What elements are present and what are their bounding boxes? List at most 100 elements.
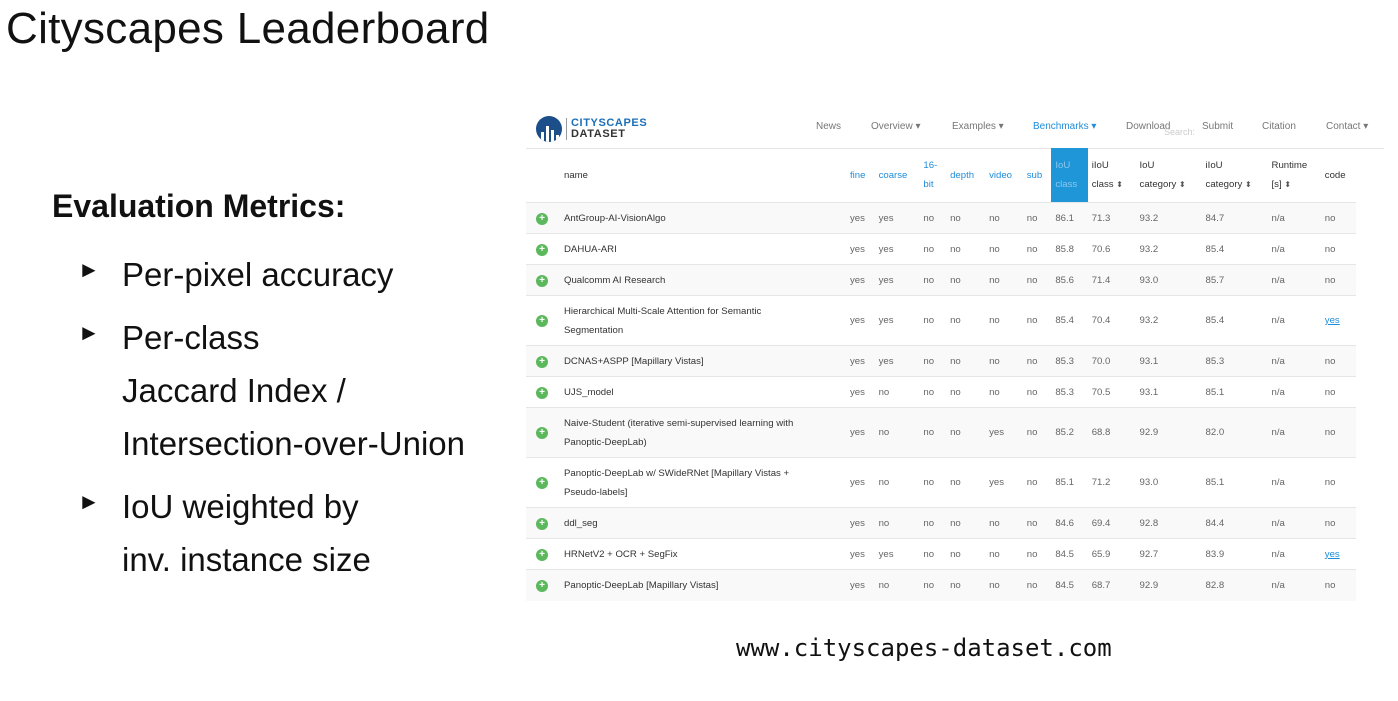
cell-bit: no xyxy=(919,507,947,539)
cell-runtime: n/a xyxy=(1267,202,1321,234)
cell-depth: no xyxy=(946,376,986,408)
search-input[interactable]: Search: xyxy=(1164,127,1196,137)
cell-coarse: yes xyxy=(874,538,920,570)
expand-plus-icon[interactable]: + xyxy=(536,386,548,399)
cell-iiou-class: 70.6 xyxy=(1087,233,1136,265)
cell-iou-class: 85.2 xyxy=(1051,407,1088,458)
nav-item-news[interactable]: News xyxy=(816,121,842,132)
cell-video: yes xyxy=(985,407,1023,458)
cell-iiou-cat: 85.1 xyxy=(1201,376,1268,408)
cell-iiou-cat: 84.4 xyxy=(1201,507,1268,539)
col-iou-class[interactable]: IoU class xyxy=(1051,148,1088,203)
method-name-cell: AntGroup-AI-VisionAlgo xyxy=(560,202,846,234)
cell-iou-cat: 92.7 xyxy=(1135,538,1202,570)
col-coarse[interactable]: coarse xyxy=(878,169,908,181)
cell-video: no xyxy=(985,202,1023,234)
expand-plus-icon[interactable]: + xyxy=(536,355,548,368)
cell-iiou-cat: 82.8 xyxy=(1201,569,1268,601)
logo-line-1: CITYSCAPES xyxy=(571,117,648,129)
cell-video: no xyxy=(985,233,1023,265)
expand-plus-icon[interactable]: + xyxy=(536,517,548,530)
table-row[interactable]: + Hierarchical Multi-Scale Attention for … xyxy=(526,295,1356,346)
cell-iiou-cat: 83.9 xyxy=(1201,538,1268,570)
col-fine[interactable]: fine xyxy=(850,169,866,181)
cell-sub: no xyxy=(1022,264,1052,296)
expand-plus-icon[interactable]: + xyxy=(536,243,548,256)
cell-runtime: n/a xyxy=(1267,507,1321,539)
expand-plus-icon[interactable]: + xyxy=(536,427,548,439)
expand-plus-icon[interactable]: + xyxy=(536,315,548,327)
cell-bit: no xyxy=(919,295,947,346)
method-name-cell: HRNetV2 + OCR + SegFix xyxy=(560,538,846,570)
col-code[interactable]: code xyxy=(1324,169,1346,181)
method-name-cell: Panoptic-DeepLab [Mapillary Vistas] xyxy=(560,569,846,601)
table-row[interactable]: + UJS_model yes no no no no no 85.3 70.5 93.1 85.1 n… xyxy=(526,376,1356,408)
col-16-bit[interactable]: 16- bit xyxy=(923,160,938,190)
col-name[interactable]: name xyxy=(564,169,588,181)
bullet-arrow-icon: ► xyxy=(78,489,100,514)
expand-plus-icon[interactable]: + xyxy=(536,579,548,592)
cell-iou-class: 86.1 xyxy=(1051,202,1088,234)
table-row[interactable]: + HRNetV2 + OCR + SegFix yes yes no no no no 84.… xyxy=(526,538,1356,570)
cell-fine: yes xyxy=(846,569,875,601)
nav-item-overview[interactable]: Overview ▾ xyxy=(871,121,921,132)
cell-video: no xyxy=(985,538,1023,570)
nav-item-examples[interactable]: Examples ▾ xyxy=(952,121,1004,132)
cell-iou-cat: 93.1 xyxy=(1135,345,1202,377)
col-sub[interactable]: sub xyxy=(1026,169,1043,181)
cell-coarse: yes xyxy=(874,264,920,296)
cell-runtime: n/a xyxy=(1267,295,1321,346)
col-iiou-class[interactable]: iIoU class ⬍ xyxy=(1091,160,1123,190)
col-depth[interactable]: depth xyxy=(950,169,975,181)
cell-iou-cat: 93.0 xyxy=(1135,264,1202,296)
table-row[interactable]: + DAHUA-ARI yes yes no no no no 85.8 70.6 93.2 85.4… xyxy=(526,233,1356,265)
table-row[interactable]: + DCNAS+ASPP [Mapillary Vistas] yes yes no no… xyxy=(526,345,1356,377)
code-link[interactable]: yes xyxy=(1324,548,1340,560)
cell-code: no xyxy=(1320,202,1356,234)
cell-video: no xyxy=(985,569,1023,601)
cell-code: no xyxy=(1320,376,1356,408)
cityscapes-logo[interactable]: CITYSCAPES DATASET xyxy=(536,116,647,142)
cell-iiou-class: 70.4 xyxy=(1087,295,1136,346)
cell-fine: yes xyxy=(846,538,875,570)
cell-iiou-class: 68.8 xyxy=(1087,407,1136,458)
col-runtime[interactable]: Runtime [s] ⬍ xyxy=(1271,160,1308,190)
method-name-cell: UJS_model xyxy=(560,376,846,408)
sort-icon: ⬍ xyxy=(1244,180,1252,189)
method-name-cell: Naive-Student (iterative semi-supervised… xyxy=(560,407,846,458)
cell-iiou-class: 70.0 xyxy=(1087,345,1136,377)
cell-iou-class: 85.8 xyxy=(1051,233,1088,265)
cell-depth: no xyxy=(946,538,986,570)
table-row[interactable]: + Panoptic-DeepLab w/ SWideRNet [Mapillar… xyxy=(526,457,1356,508)
table-row[interactable]: + ddl_seg yes no no no no no 84.6 69.4 92.8 84.4 n/a… xyxy=(526,507,1356,539)
table-row[interactable]: + Naive-Student (iterative semi-supervise… xyxy=(526,407,1356,458)
col-iiou-category[interactable]: iIoU category ⬍ xyxy=(1205,160,1252,190)
cell-depth: no xyxy=(946,407,986,458)
nav-item-contact[interactable]: Contact ▾ xyxy=(1326,121,1369,132)
table-row[interactable]: + AntGroup-AI-VisionAlgo yes yes no no no no 86.… xyxy=(526,202,1356,234)
expand-plus-icon[interactable]: + xyxy=(536,548,548,561)
table-row[interactable]: + Panoptic-DeepLab [Mapillary Vistas] yes n… xyxy=(526,569,1356,601)
cell-code: no xyxy=(1320,457,1356,508)
bullet-text: IoU weighted by xyxy=(122,488,359,525)
nav-item-download[interactable]: Download xyxy=(1126,121,1171,132)
nav-item-benchmarks[interactable]: Benchmarks ▾ xyxy=(1033,121,1097,132)
col-iou-category[interactable]: IoU category ⬍ xyxy=(1139,160,1186,190)
bullet-text: Jaccard Index / xyxy=(122,372,346,409)
nav-item-citation[interactable]: Citation xyxy=(1262,121,1296,132)
nav-item-submit[interactable]: Submit xyxy=(1202,121,1234,132)
code-link[interactable]: yes xyxy=(1324,315,1340,326)
expand-plus-icon[interactable]: + xyxy=(536,477,548,489)
expand-plus-icon[interactable]: + xyxy=(536,212,548,225)
cell-depth: no xyxy=(946,345,986,377)
cell-runtime: n/a xyxy=(1267,264,1321,296)
sort-icon: ⬍ xyxy=(1284,180,1292,189)
cell-code: no xyxy=(1320,345,1356,377)
cell-video: no xyxy=(985,507,1023,539)
expand-plus-icon[interactable]: + xyxy=(536,274,548,287)
cell-iou-class: 84.5 xyxy=(1051,538,1088,570)
cell-fine: yes xyxy=(846,376,875,408)
cell-runtime: n/a xyxy=(1267,376,1321,408)
col-video[interactable]: video xyxy=(989,169,1012,181)
table-row[interactable]: + Qualcomm AI Research yes yes no no no no 85.6 7… xyxy=(526,264,1356,296)
